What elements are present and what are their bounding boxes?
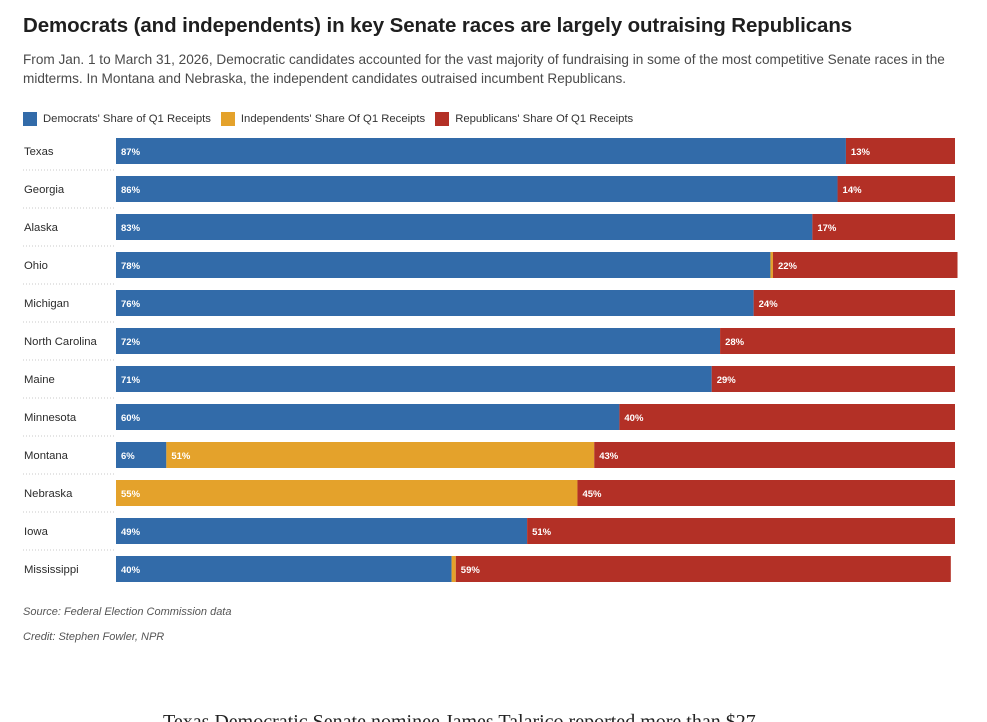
legend-label-independents: Independents' Share Of Q1 Receipts: [240, 113, 426, 125]
bar-maine-democrats: [116, 366, 712, 392]
bar-minnesota-republicans: [619, 404, 955, 430]
category-label-nebraska: Nebraska: [24, 488, 73, 500]
bar-michigan-democrats: [116, 290, 754, 316]
category-label-texas: Texas: [24, 146, 54, 158]
legend-swatch-republicans: [435, 112, 450, 126]
bar-north-carolina-republicans: [720, 328, 955, 354]
category-label-maine: Maine: [24, 374, 55, 386]
category-label-minnesota: Minnesota: [24, 412, 77, 424]
bar-minnesota-democrats: [116, 404, 620, 430]
bar-alaska-republicans: [812, 214, 955, 240]
data-label-ohio-republicans: 22%: [778, 261, 798, 272]
data-label-georgia-republicans: 14%: [843, 185, 863, 196]
data-label-montana-republicans: 43%: [599, 451, 619, 462]
legend-label-democrats: Democrats' Share of Q1 Receipts: [43, 113, 211, 125]
bar-georgia-democrats: [116, 176, 838, 202]
bar-mississippi-democrats: [116, 556, 452, 582]
legend-item-democrats: Democrats' Share of Q1 Receipts: [23, 112, 211, 126]
article-text-line: Texas Democratic Senate nominee James Ta…: [163, 711, 756, 722]
data-label-north-carolina-democrats: 72%: [121, 337, 141, 348]
bar-nebraska-republicans: [577, 480, 955, 506]
data-label-texas-republicans: 13%: [851, 147, 871, 158]
bar-iowa-republicans: [527, 518, 955, 544]
legend-item-republicans: Republicans' Share Of Q1 Receipts: [435, 112, 633, 126]
legend-swatch-democrats: [23, 112, 37, 126]
data-label-nebraska-independents: 55%: [121, 489, 141, 500]
data-label-alaska-democrats: 83%: [121, 223, 141, 234]
category-label-montana: Montana: [24, 450, 69, 462]
source-note: Source: Federal Election Commission data: [23, 606, 232, 618]
data-label-ohio-democrats: 78%: [121, 261, 141, 272]
data-label-north-carolina-republicans: 28%: [725, 337, 745, 348]
data-label-mississippi-democrats: 40%: [121, 565, 141, 576]
bar-texas-democrats: [116, 138, 846, 164]
data-label-maine-democrats: 71%: [121, 375, 141, 386]
data-label-minnesota-republicans: 40%: [624, 413, 644, 424]
category-label-alaska: Alaska: [24, 222, 59, 234]
bar-mississippi-independents: [451, 556, 456, 582]
category-label-mississippi: Mississippi: [24, 564, 79, 576]
category-label-iowa: Iowa: [24, 526, 49, 538]
data-label-michigan-democrats: 76%: [121, 299, 141, 310]
bar-georgia-republicans: [837, 176, 955, 202]
bar-ohio-democrats: [116, 252, 771, 278]
bar-ohio-independents: [770, 252, 773, 278]
category-label-michigan: Michigan: [24, 298, 69, 310]
bar-texas-republicans: [845, 138, 955, 164]
category-label-north-carolina: North Carolina: [24, 336, 98, 348]
data-label-maine-republicans: 29%: [717, 375, 737, 386]
article-text-cutoff: Texas Democratic Senate nominee James Ta…: [163, 708, 863, 722]
data-label-iowa-democrats: 49%: [121, 527, 141, 538]
bar-montana-republicans: [594, 442, 955, 468]
bar-maine-republicans: [711, 366, 955, 392]
category-label-georgia: Georgia: [24, 184, 65, 196]
legend-swatch-independents: [220, 112, 235, 126]
bar-mississippi-republicans: [455, 556, 951, 582]
legend: Democrats' Share of Q1 Receipts Independ…: [23, 111, 643, 127]
chart-title: Democrats (and independents) in key Sena…: [23, 14, 853, 37]
chart-subtitle: From Jan. 1 to March 31, 2026, Democrati…: [23, 52, 945, 86]
bar-michigan-republicans: [753, 290, 955, 316]
category-label-ohio: Ohio: [24, 260, 48, 272]
bar-nebraska-independents: [116, 480, 578, 506]
data-label-michigan-republicans: 24%: [759, 299, 779, 310]
bar-north-carolina-democrats: [116, 328, 721, 354]
data-label-nebraska-republicans: 45%: [582, 489, 602, 500]
bar-ohio-republicans: [772, 252, 958, 278]
data-label-georgia-democrats: 86%: [121, 185, 141, 196]
credit-note: Credit: Stephen Fowler, NPR: [23, 631, 165, 643]
bar-montana-democrats: [116, 442, 167, 468]
legend-label-republicans: Republicans' Share Of Q1 Receipts: [455, 113, 634, 125]
data-label-iowa-republicans: 51%: [532, 527, 552, 538]
data-label-mississippi-republicans: 59%: [461, 565, 481, 576]
legend-item-independents: Independents' Share Of Q1 Receipts: [220, 112, 426, 126]
bar-alaska-democrats: [116, 214, 813, 240]
data-label-montana-democrats: 6%: [121, 451, 135, 462]
stacked-bar-chart: Texas 87% 13% Georgia 86% 14% Alaska 83% 17% Ohio…: [23, 138, 958, 582]
data-label-alaska-republicans: 17%: [817, 223, 837, 234]
data-label-montana-independents: 51%: [171, 451, 191, 462]
data-label-texas-democrats: 87%: [121, 147, 141, 158]
bar-iowa-democrats: [116, 518, 528, 544]
bar-montana-independents: [166, 442, 595, 468]
data-label-minnesota-democrats: 60%: [121, 413, 141, 424]
